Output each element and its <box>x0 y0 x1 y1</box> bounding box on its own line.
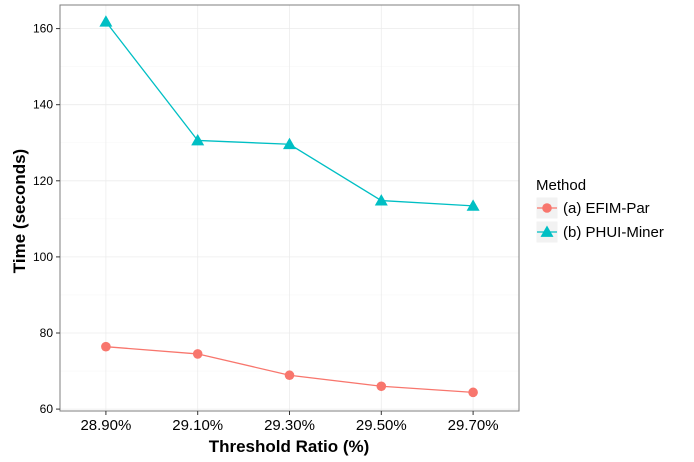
y-tick-label: 140 <box>33 98 53 112</box>
y-tick-label: 60 <box>40 402 54 416</box>
data-point <box>192 349 203 359</box>
y-axis-title: Time (seconds) <box>10 149 29 273</box>
data-point <box>101 341 111 352</box>
y-tick-label: 120 <box>33 174 53 188</box>
legend-title: Method <box>536 177 586 194</box>
y-tick-label: 100 <box>33 250 53 264</box>
x-tick-label: 29.70% <box>448 417 499 434</box>
data-point <box>468 387 478 398</box>
data-point <box>284 370 295 381</box>
plot-area: 60 80 100 120 140 160 28.90% 29.10% 29.30% 29.50%… <box>33 4 520 434</box>
legend-key-marker <box>540 225 554 237</box>
legend-key-marker <box>542 203 552 213</box>
data-point <box>191 133 205 146</box>
legend-label: (b) PHUI-Miner <box>563 224 664 241</box>
legend-label: (a) EFIM-Par <box>563 200 650 217</box>
x-tick-label: 29.10% <box>172 417 223 434</box>
x-tick-label: 29.50% <box>356 417 407 434</box>
x-axis-title: Threshold Ratio (%) <box>209 437 370 456</box>
data-point <box>466 199 480 211</box>
y-tick-label: 80 <box>40 326 54 340</box>
legend: Method (a) EFIM-Par (b) PHUI-Miner <box>535 177 664 244</box>
y-tick-label: 160 <box>33 22 53 36</box>
x-tick-label: 28.90% <box>80 417 131 434</box>
x-tick-label: 29.30% <box>264 417 315 434</box>
data-point <box>374 194 388 206</box>
data-point <box>376 381 387 392</box>
data-point <box>283 137 296 150</box>
data-point <box>99 15 113 27</box>
